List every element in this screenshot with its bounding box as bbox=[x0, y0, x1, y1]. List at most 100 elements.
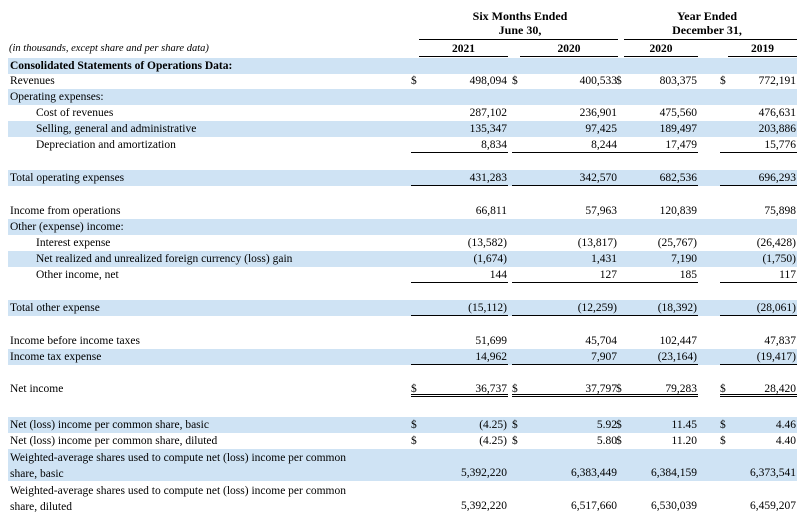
table-row: Other (expense) income: bbox=[8, 219, 797, 235]
value-cell: 14,962 bbox=[411, 349, 508, 365]
value-cell: (19,417) bbox=[720, 349, 797, 365]
value-number: 6,517,660 bbox=[571, 500, 617, 512]
value-number: (18,392) bbox=[657, 302, 697, 314]
value-cell: 189,497 bbox=[616, 121, 698, 137]
value-cell: (1,674) bbox=[411, 251, 508, 267]
year-ended-header: Year Ended December 31, bbox=[632, 9, 782, 37]
value-cell: 475,560 bbox=[616, 105, 698, 121]
currency-symbol: $ bbox=[512, 435, 518, 447]
value-number: (4.25) bbox=[479, 419, 507, 431]
value-number: 144 bbox=[489, 269, 507, 281]
value-cell: 15,776 bbox=[720, 137, 797, 153]
value-number: 203,886 bbox=[758, 123, 796, 135]
row-label: Consolidated Statements of Operations Da… bbox=[10, 60, 233, 72]
currency-symbol: $ bbox=[512, 75, 518, 87]
value-cell: 287,102 bbox=[411, 105, 508, 121]
value-cell: $803,375 bbox=[616, 73, 698, 89]
table-row: Other income, net 144 127 185 117 bbox=[8, 267, 797, 283]
currency-symbol: $ bbox=[720, 383, 726, 395]
value-cell: 45,704 bbox=[512, 333, 618, 349]
value-number: 66,811 bbox=[475, 205, 507, 217]
value-number: 45,704 bbox=[585, 335, 617, 347]
value-cell: 6,517,660 bbox=[512, 482, 618, 514]
value-number: 803,375 bbox=[659, 75, 697, 87]
value-cell: 102,447 bbox=[616, 333, 698, 349]
table-row: Selling, general and administrative 135,3… bbox=[8, 121, 797, 137]
currency-symbol: $ bbox=[411, 383, 417, 395]
value-number: (19,417) bbox=[756, 351, 796, 363]
year-ended-header-rule bbox=[624, 39, 797, 40]
value-number: 117 bbox=[779, 269, 796, 281]
value-number: 15,776 bbox=[764, 139, 796, 151]
value-cell: 7,190 bbox=[616, 251, 698, 267]
row-label: Weighted-average shares used to compute … bbox=[10, 452, 346, 480]
value-number: 4.40 bbox=[775, 435, 796, 447]
value-cell: 185 bbox=[616, 267, 698, 283]
value-cell: 127 bbox=[512, 267, 618, 283]
value-number: 342,570 bbox=[579, 172, 617, 184]
value-cell: 51,699 bbox=[411, 333, 508, 349]
value-number: 498,094 bbox=[469, 75, 507, 87]
value-number: 682,536 bbox=[659, 172, 697, 184]
value-number: (13,817) bbox=[577, 237, 617, 249]
value-cell: 6,459,207 bbox=[720, 482, 797, 514]
value-cell bbox=[616, 219, 698, 235]
value-number: 189,497 bbox=[659, 123, 697, 135]
year-col-3: 2020 bbox=[624, 42, 698, 57]
table-row: Operating expenses: bbox=[8, 89, 797, 105]
table-row: Cost of revenues 287,102 236,901 475,560 476… bbox=[8, 105, 797, 121]
table-row: Revenues $498,094 $400,533 $803,375 $772,191 bbox=[8, 73, 797, 89]
row-label: Income tax expense bbox=[10, 351, 102, 363]
currency-symbol: $ bbox=[616, 383, 622, 395]
value-number: 236,901 bbox=[579, 107, 617, 119]
six-months-header-rule bbox=[419, 39, 618, 40]
value-number: 120,839 bbox=[659, 205, 697, 217]
value-number: 11.45 bbox=[671, 419, 697, 431]
table-row: Total operating expenses 431,283 342,570 68… bbox=[8, 170, 797, 186]
value-number: 11.20 bbox=[671, 435, 697, 447]
value-cell: (13,817) bbox=[512, 235, 618, 251]
value-number: (4.25) bbox=[479, 435, 507, 447]
value-cell: (12,259) bbox=[512, 300, 618, 316]
year-ended-header-line2: December 31, bbox=[672, 23, 742, 37]
value-cell: 7,907 bbox=[512, 349, 618, 365]
currency-symbol: $ bbox=[616, 419, 622, 431]
row-label: Selling, general and administrative bbox=[36, 123, 197, 135]
row-label: Revenues bbox=[10, 75, 55, 87]
year-col-1: 2021 bbox=[419, 42, 508, 57]
value-cell: 431,283 bbox=[411, 170, 508, 186]
value-cell: $5.92 bbox=[512, 417, 618, 433]
value-cell: (1,750) bbox=[720, 251, 797, 267]
value-number: (12,259) bbox=[577, 302, 617, 314]
value-cell: $ (4.25) bbox=[411, 417, 508, 433]
row-label: Total operating expenses bbox=[10, 172, 125, 184]
value-number: 14,962 bbox=[475, 351, 507, 363]
row-label: Weighted-average shares used to compute … bbox=[10, 485, 346, 513]
currency-symbol: $ bbox=[411, 75, 417, 87]
value-cell: 97,425 bbox=[512, 121, 618, 137]
year-col-4: 2019 bbox=[728, 42, 797, 57]
value-cell bbox=[512, 219, 618, 235]
row-label: Depreciation and amortization bbox=[36, 139, 176, 151]
currency-symbol: $ bbox=[616, 435, 622, 447]
value-cell bbox=[616, 89, 698, 105]
value-number: 51,699 bbox=[475, 335, 507, 347]
value-cell: 117 bbox=[720, 267, 797, 283]
six-months-header-line2: June 30, bbox=[498, 23, 542, 37]
value-number: (28,061) bbox=[756, 302, 796, 314]
value-number: 7,190 bbox=[671, 253, 697, 265]
value-cell: $ (4.25) bbox=[411, 433, 508, 449]
value-number: 8,834 bbox=[481, 139, 507, 151]
table-row: Net (loss) income per common share, dilu… bbox=[8, 433, 797, 449]
value-cell: 5,392,220 bbox=[411, 449, 508, 481]
value-cell: $400,533 bbox=[512, 73, 618, 89]
value-cell: 8,244 bbox=[512, 137, 618, 153]
row-label: Net (loss) income per common share, dilu… bbox=[10, 435, 218, 447]
row-label: Income before income taxes bbox=[10, 335, 140, 347]
six-months-header: Six Months Ended June 30, bbox=[445, 9, 595, 37]
value-number: 102,447 bbox=[659, 335, 697, 347]
value-cell bbox=[411, 89, 508, 105]
value-number: 476,631 bbox=[758, 107, 796, 119]
value-number: 287,102 bbox=[469, 107, 507, 119]
